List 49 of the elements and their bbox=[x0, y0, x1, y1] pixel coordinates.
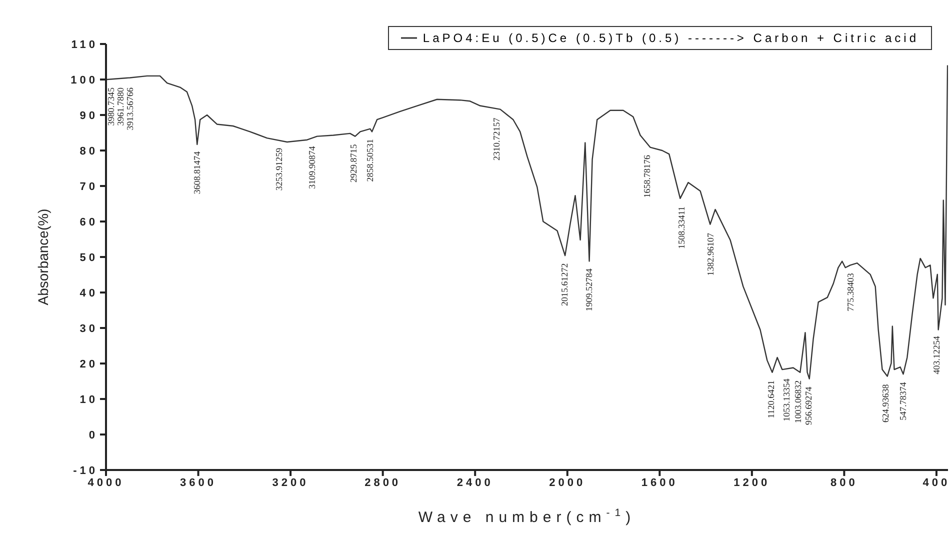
x-tick-label: 1600 bbox=[641, 476, 678, 489]
x-tick-label: 3200 bbox=[272, 476, 309, 489]
y-tick-label: 0 bbox=[88, 429, 98, 442]
legend-label: LaPO4:Eu (0.5)Ce (0.5)Tb (0.5) -------> Carbon + Citric acid bbox=[422, 31, 919, 45]
x-axis-title: Wave number(cm$^{-1}$) bbox=[418, 507, 636, 526]
annotation: 403.12254 bbox=[931, 336, 942, 374]
y-tick-label: 80 bbox=[80, 145, 98, 158]
annotation: 1053.13354 bbox=[781, 378, 792, 422]
annotation: 3980.7345 bbox=[106, 87, 116, 126]
y-tick-label: 50 bbox=[80, 252, 98, 264]
y-axis-title: Absorbance(%) bbox=[35, 208, 51, 306]
annotation: 3253.91259 bbox=[274, 147, 284, 191]
annotation: 3961.7880 bbox=[116, 87, 126, 126]
annotation: 956.69274 bbox=[804, 386, 814, 426]
y-tick-label: 20 bbox=[80, 358, 98, 370]
x-tick-label: 2800 bbox=[364, 476, 402, 489]
x-tick-label: 3600 bbox=[180, 476, 217, 489]
line-series bbox=[106, 64, 948, 380]
x-tick-label: 400 bbox=[922, 476, 950, 489]
y-tick-label: 10 bbox=[80, 394, 98, 406]
y-tick-label: 100 bbox=[70, 74, 98, 86]
y-tick-label: 40 bbox=[80, 287, 98, 300]
y-tick-label: 110 bbox=[71, 38, 98, 51]
annotation: 1508.33411 bbox=[676, 206, 686, 249]
annotation: 3913.56766 bbox=[125, 87, 136, 130]
annotation: 1382.96107 bbox=[705, 232, 716, 276]
x-tick-label: 2000 bbox=[549, 476, 586, 489]
y-tick-label: 90 bbox=[80, 110, 98, 122]
annotation: 3109.90874 bbox=[307, 146, 318, 189]
y-tick-label: -10 bbox=[73, 464, 98, 477]
annotation: 775.38403 bbox=[845, 272, 856, 312]
x-tick-label: 1200 bbox=[734, 476, 770, 489]
annotation: 3608.81474 bbox=[192, 150, 202, 194]
annotation: 624.93638 bbox=[880, 384, 890, 423]
annotation: 1658.78176 bbox=[642, 154, 652, 198]
x-tick-label: 2400 bbox=[456, 476, 494, 489]
annotation: 2858.50531 bbox=[364, 138, 375, 182]
annotation: 2929.8715 bbox=[348, 144, 359, 183]
annotation: 2310.72157 bbox=[491, 117, 502, 160]
annotation: 1120.6421 bbox=[766, 380, 776, 418]
x-tick-label: 800 bbox=[830, 476, 858, 489]
annotation: 1909.52784 bbox=[584, 268, 594, 312]
y-tick-label: 30 bbox=[80, 322, 98, 335]
y-tick-label: 70 bbox=[80, 180, 98, 193]
annotation: 547.78374 bbox=[898, 382, 908, 420]
annotation: 2015.61272 bbox=[559, 263, 570, 306]
annotation: 1003.06832 bbox=[792, 380, 803, 424]
y-tick-label: 60 bbox=[80, 216, 98, 228]
x-tick-label: 4000 bbox=[88, 476, 124, 489]
